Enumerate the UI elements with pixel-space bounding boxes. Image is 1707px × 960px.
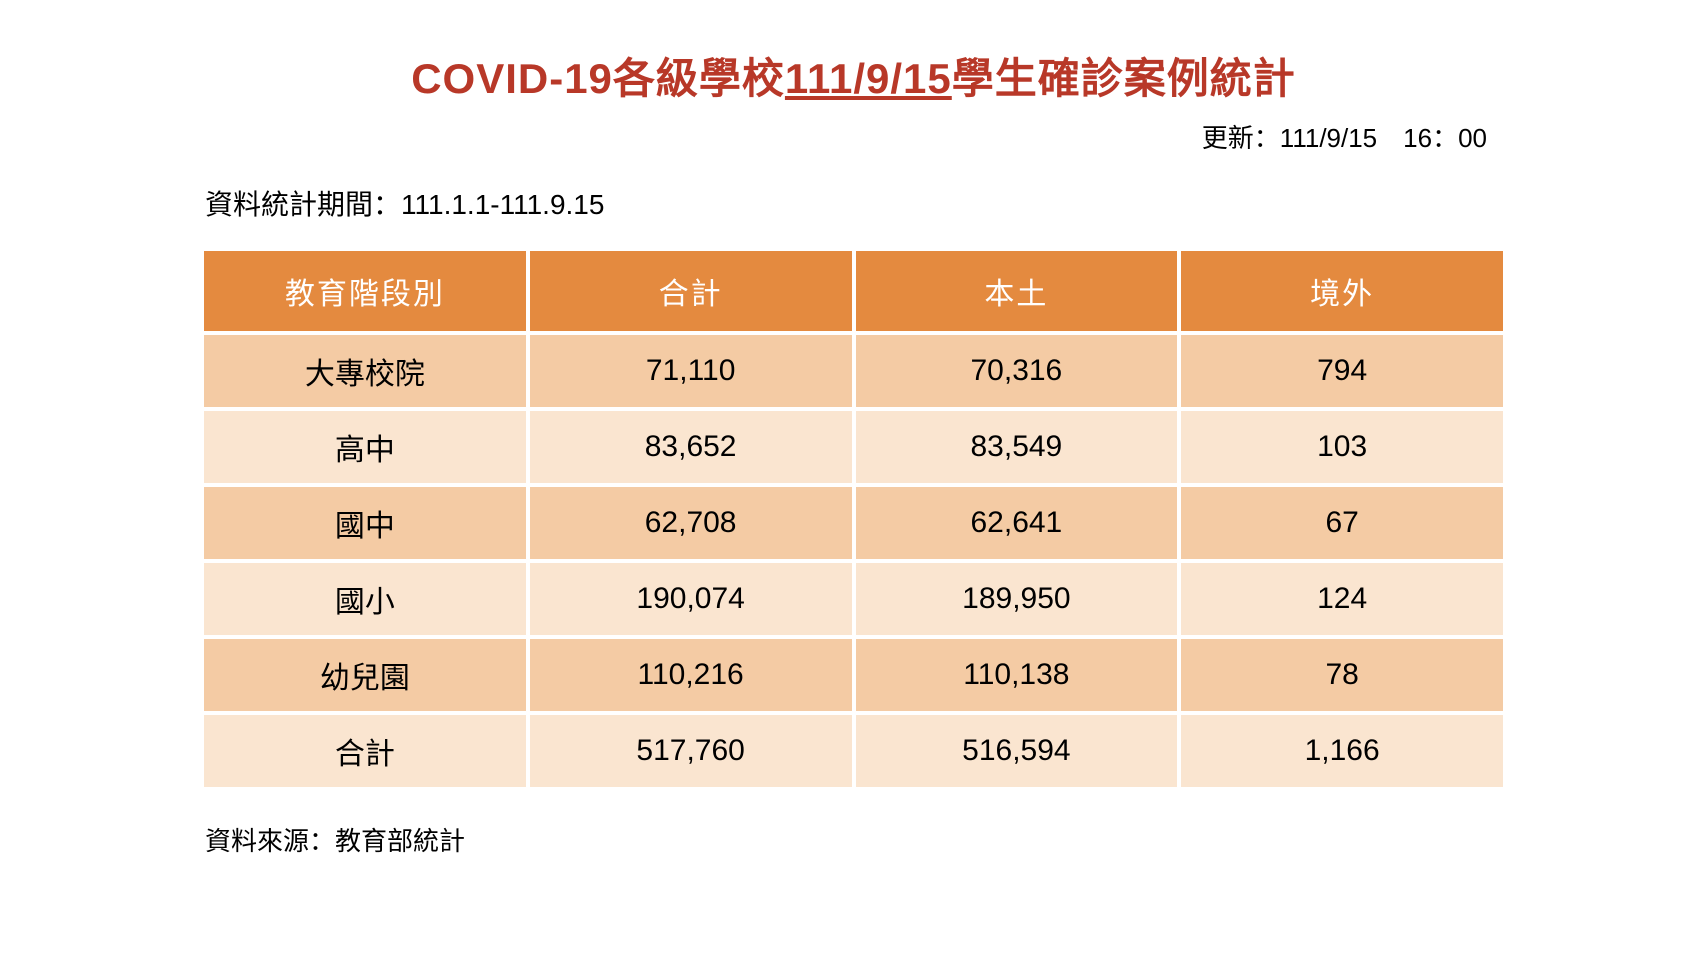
source-label: 資料來源： — [205, 826, 335, 856]
cell-label: 國小 — [204, 563, 526, 635]
cell-abroad: 78 — [1181, 639, 1503, 711]
title-prefix: COVID-19各級學校 — [411, 55, 785, 102]
cell-label: 大專校院 — [204, 335, 526, 407]
cell-total: 83,652 — [530, 411, 852, 483]
source-value: 教育部統計 — [335, 826, 465, 856]
table-row: 合計 517,760 516,594 1,166 — [204, 715, 1503, 787]
table-row: 高中 83,652 83,549 103 — [204, 411, 1503, 483]
period-value: 111.1.1-111.9.15 — [401, 189, 604, 220]
cell-local: 189,950 — [856, 563, 1178, 635]
update-value: 111/9/15 16：00 — [1280, 123, 1487, 153]
stats-table: 教育階段別 合計 本土 境外 大專校院 71,110 70,316 794 高中… — [200, 247, 1507, 791]
source-line: 資料來源：教育部統計 — [200, 821, 1507, 858]
cell-total: 71,110 — [530, 335, 852, 407]
col-header-abroad: 境外 — [1181, 251, 1503, 331]
cell-total: 110,216 — [530, 639, 852, 711]
title-suffix: 學生確診案例統計 — [952, 55, 1296, 102]
table-row: 國小 190,074 189,950 124 — [204, 563, 1503, 635]
cell-label: 合計 — [204, 715, 526, 787]
cell-abroad: 124 — [1181, 563, 1503, 635]
col-header-level: 教育階段別 — [204, 251, 526, 331]
cell-local: 516,594 — [856, 715, 1178, 787]
cell-local: 70,316 — [856, 335, 1178, 407]
col-header-local: 本土 — [856, 251, 1178, 331]
table-row: 大專校院 71,110 70,316 794 — [204, 335, 1503, 407]
cell-abroad: 103 — [1181, 411, 1503, 483]
table-header-row: 教育階段別 合計 本土 境外 — [204, 251, 1503, 331]
cell-abroad: 794 — [1181, 335, 1503, 407]
cell-local: 110,138 — [856, 639, 1178, 711]
cell-abroad: 1,166 — [1181, 715, 1503, 787]
cell-label: 國中 — [204, 487, 526, 559]
title-date: 111/9/15 — [785, 55, 952, 102]
period-label: 資料統計期間： — [205, 189, 401, 220]
cell-label: 幼兒園 — [204, 639, 526, 711]
col-header-total: 合計 — [530, 251, 852, 331]
cell-total: 190,074 — [530, 563, 852, 635]
cell-label: 高中 — [204, 411, 526, 483]
update-line: 更新：111/9/15 16：00 — [200, 118, 1507, 155]
cell-local: 62,641 — [856, 487, 1178, 559]
table-row: 幼兒園 110,216 110,138 78 — [204, 639, 1503, 711]
period-line: 資料統計期間：111.1.1-111.9.15 — [200, 183, 1507, 223]
page-title: COVID-19各級學校111/9/15學生確診案例統計 — [200, 45, 1507, 106]
table-row: 國中 62,708 62,641 67 — [204, 487, 1503, 559]
cell-abroad: 67 — [1181, 487, 1503, 559]
cell-total: 517,760 — [530, 715, 852, 787]
cell-local: 83,549 — [856, 411, 1178, 483]
cell-total: 62,708 — [530, 487, 852, 559]
update-label: 更新： — [1202, 123, 1280, 153]
